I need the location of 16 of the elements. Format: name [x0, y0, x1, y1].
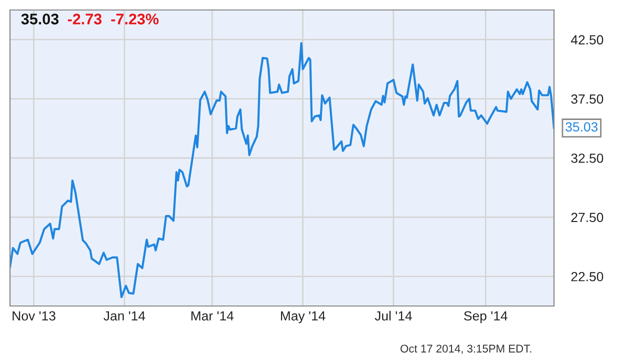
y-tick-label: 32.50	[571, 154, 604, 163]
x-tick-label: Nov '13	[12, 311, 56, 321]
y-tick-label: 22.50	[571, 272, 604, 282]
x-tick-label: May '14	[281, 311, 326, 324]
x-tick-label: Mar '14	[191, 311, 234, 321]
chart-subtitle: -2.73 -7.23%	[68, 14, 159, 24]
y-tick-label: 27.50	[571, 212, 604, 222]
text: Oct 17 2014, 3:15PM EDT.	[400, 344, 532, 354]
x-tick-label: Jan '14	[104, 311, 146, 321]
x-tick-label: Jul '14	[374, 310, 412, 321]
chart-title: 35.03	[21, 14, 59, 24]
annotation: 35.03	[566, 122, 598, 132]
y-tick-label: 42.50	[570, 35, 604, 45]
y-tick-label: 37.50	[571, 94, 604, 104]
x-tick-label: Sep '14	[464, 311, 508, 324]
line-series	[10, 42, 554, 298]
